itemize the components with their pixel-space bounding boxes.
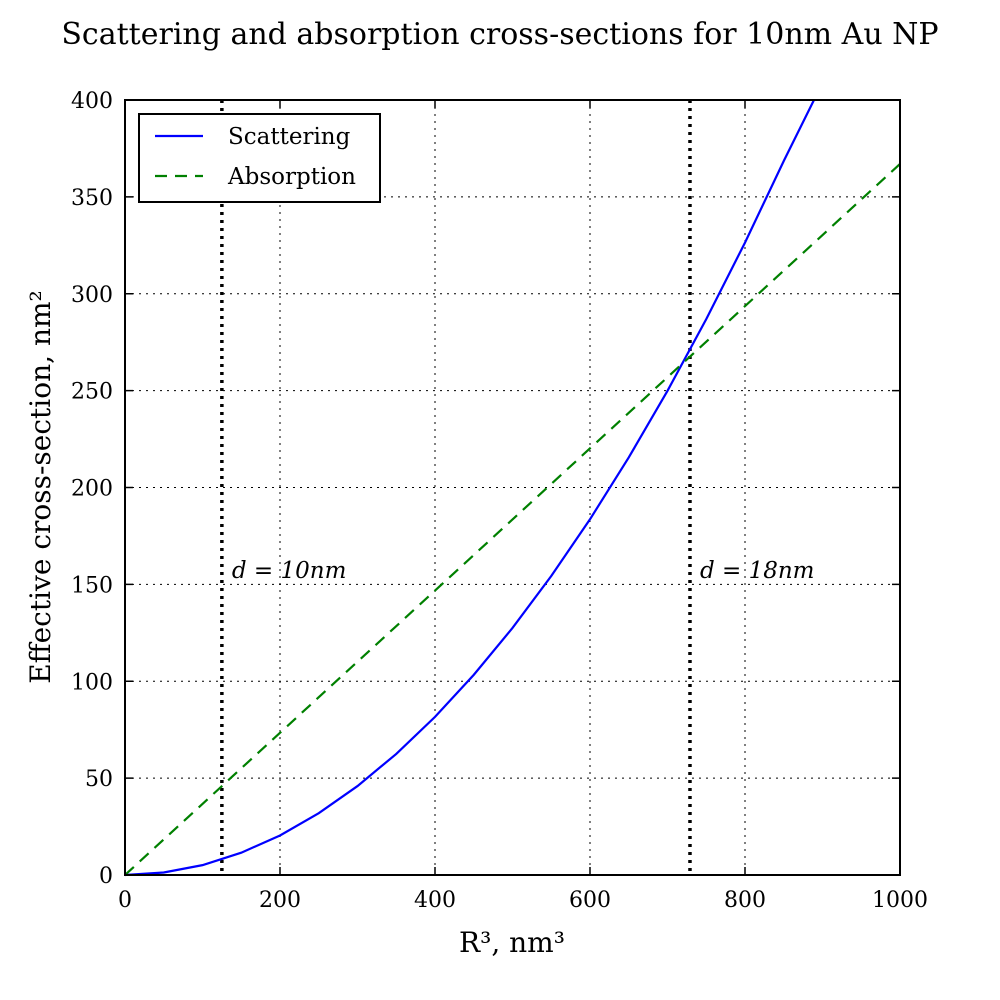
chart-title: Scattering and absorption cross-sections… <box>61 17 938 52</box>
vertical-marker-label: d = 10nm <box>232 558 347 584</box>
series-line-absorption <box>124 163 901 876</box>
x-tick-label: 1000 <box>872 888 928 913</box>
y-tick-label: 50 <box>85 767 113 792</box>
legend: Scattering Absorption <box>138 113 381 203</box>
series-line-scattering <box>124 99 815 877</box>
y-tick-label: 100 <box>71 670 113 695</box>
vertical-marker-label: d = 18nm <box>700 558 815 584</box>
y-tick-labels: 0 50 100 150 200 250 300 350 400 <box>71 89 113 889</box>
x-tick-label: 200 <box>259 888 301 913</box>
x-tick-label: 800 <box>724 888 766 913</box>
y-tick-label: 300 <box>71 283 113 308</box>
legend-label-absorption: Absorption <box>227 164 356 190</box>
legend-box <box>138 113 381 203</box>
y-tick-label: 250 <box>71 380 113 405</box>
y-tick-label: 400 <box>71 89 113 114</box>
y-tick-label: 150 <box>71 573 113 598</box>
x-tick-label: 0 <box>118 888 132 913</box>
vertical-markers: d = 10nm d = 18nm <box>220 100 815 875</box>
legend-label-scattering: Scattering <box>228 124 351 150</box>
grid <box>125 100 900 875</box>
series-lines <box>124 99 901 877</box>
x-tick-label: 400 <box>414 888 456 913</box>
x-axis-label: R³, nm³ <box>459 926 565 959</box>
ticks <box>124 99 901 876</box>
y-tick-label: 0 <box>99 864 113 889</box>
y-tick-label: 200 <box>71 477 113 502</box>
x-tick-labels: 0 200 400 600 800 1000 <box>118 888 928 913</box>
y-tick-label: 350 <box>71 186 113 211</box>
y-axis-label: Effective cross-section, nm² <box>24 290 57 684</box>
x-tick-label: 600 <box>569 888 611 913</box>
